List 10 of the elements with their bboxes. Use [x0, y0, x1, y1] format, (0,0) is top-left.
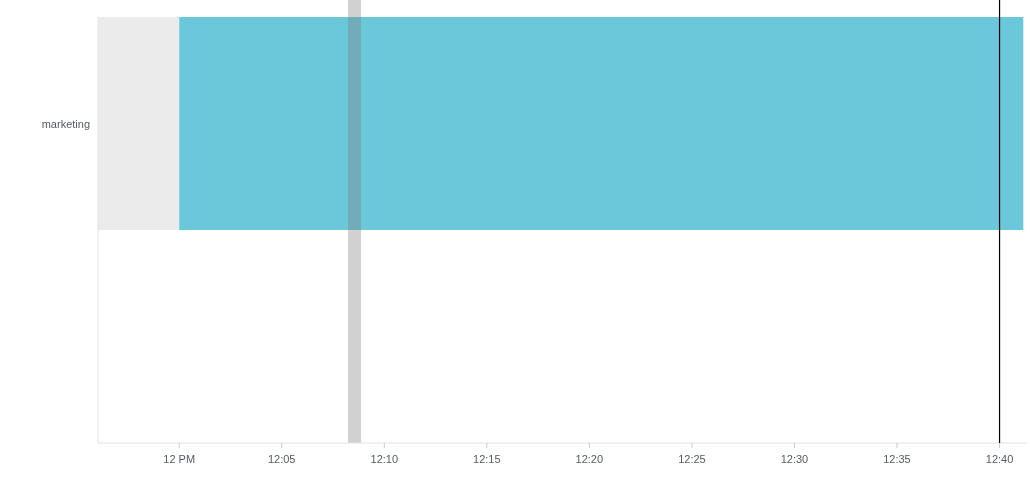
x-tick-label: 12:40 [985, 453, 1014, 465]
x-tick-label: 12:15 [473, 453, 501, 465]
x-tick-label: 12:10 [370, 453, 399, 465]
x-tick-label: 12:25 [678, 453, 706, 465]
x-tick-label: 12:30 [780, 453, 809, 465]
x-tick-label: 12:35 [883, 453, 911, 465]
x-tick-label: 12:05 [267, 453, 296, 465]
y-tick-label: marketing [41, 117, 90, 130]
x-tick-label: 12 PM [163, 453, 196, 465]
x-tick-label: 12:20 [575, 453, 604, 465]
